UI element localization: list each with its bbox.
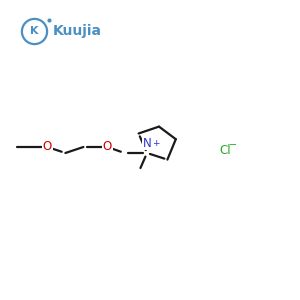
Text: +: +: [152, 139, 160, 148]
Text: Cl: Cl: [219, 143, 231, 157]
Text: O: O: [103, 140, 112, 154]
Text: O: O: [43, 140, 52, 154]
Text: −: −: [229, 140, 237, 150]
Text: K: K: [30, 26, 39, 37]
Text: Kuujia: Kuujia: [52, 25, 101, 38]
Text: N: N: [142, 137, 152, 150]
